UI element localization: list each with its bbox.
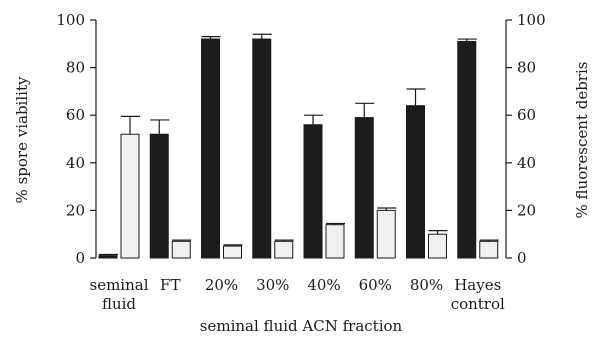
spore-viability-bar bbox=[201, 38, 220, 259]
spore-viability-bar bbox=[303, 124, 323, 259]
spore-viability-bar bbox=[354, 117, 374, 259]
spore-viability-bar bbox=[457, 40, 477, 259]
x-category-label: 20% bbox=[205, 276, 238, 294]
x-axis-title: seminal fluid ACN fraction bbox=[200, 317, 403, 335]
y-left-tick-label: 80 bbox=[66, 59, 85, 77]
bars-group bbox=[98, 33, 499, 259]
fluorescent-debris-bar bbox=[223, 245, 242, 259]
axes-group bbox=[90, 19, 512, 259]
x-category-label: FT bbox=[160, 276, 180, 294]
y-right-tick-label: 20 bbox=[517, 201, 536, 219]
y-right-tick-label: 100 bbox=[517, 11, 546, 29]
fluorescent-debris-bar bbox=[428, 233, 447, 259]
y-left-tick-label: 20 bbox=[66, 201, 85, 219]
spore-viability-bar bbox=[98, 255, 118, 259]
spore-viability-bar bbox=[149, 133, 169, 259]
y-right-tick-label: 80 bbox=[517, 59, 536, 77]
y-right-tick-label: 0 bbox=[517, 249, 527, 267]
fluorescent-debris-bar bbox=[171, 240, 191, 259]
y-left-tick-label: 0 bbox=[75, 249, 85, 267]
x-category-label: 40% bbox=[307, 276, 340, 294]
x-category-label: 30% bbox=[256, 276, 289, 294]
fluorescent-debris-bar bbox=[376, 209, 396, 259]
x-category-label: 60% bbox=[359, 276, 392, 294]
y-left-tick-label: 60 bbox=[66, 106, 85, 124]
y-axis-left-title: % spore viability bbox=[13, 76, 31, 203]
y-right-tick-label: 60 bbox=[517, 106, 536, 124]
x-category-label: control bbox=[451, 295, 505, 313]
x-category-label: Hayes bbox=[454, 276, 501, 294]
x-category-label: 80% bbox=[410, 276, 443, 294]
x-category-label: fluid bbox=[102, 295, 136, 313]
spore-viability-bar bbox=[252, 38, 272, 259]
fluorescent-debris-bar bbox=[274, 240, 294, 259]
fluorescent-debris-bar bbox=[479, 240, 499, 259]
fluorescent-debris-bar bbox=[120, 133, 140, 259]
x-category-label: seminal bbox=[90, 276, 149, 294]
spore-viability-bar bbox=[406, 105, 425, 259]
y-left-tick-label: 100 bbox=[56, 11, 85, 29]
y-right-tick-label: 40 bbox=[517, 154, 536, 172]
y-axis-right-title: % fluorescent debris bbox=[573, 62, 591, 219]
y-left-tick-label: 40 bbox=[66, 154, 85, 172]
fluorescent-debris-bar bbox=[325, 224, 345, 259]
